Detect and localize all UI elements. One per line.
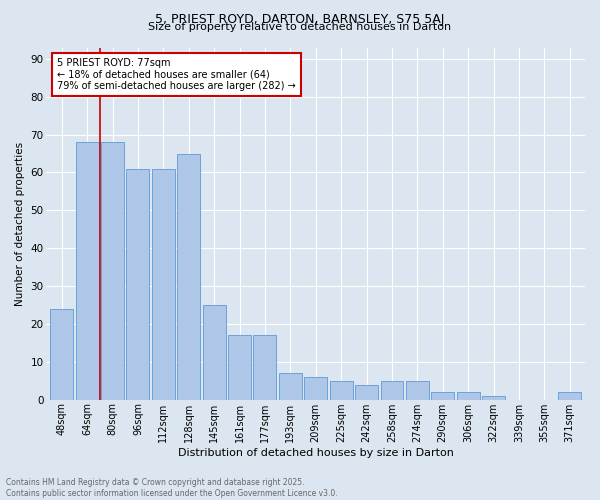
- Text: Size of property relative to detached houses in Darton: Size of property relative to detached ho…: [148, 22, 452, 32]
- Bar: [304, 377, 327, 400]
- Bar: [127, 168, 149, 400]
- Bar: [101, 142, 124, 400]
- Text: 5 PRIEST ROYD: 77sqm
← 18% of detached houses are smaller (64)
79% of semi-detac: 5 PRIEST ROYD: 77sqm ← 18% of detached h…: [57, 58, 296, 92]
- Bar: [380, 380, 403, 400]
- Bar: [228, 336, 251, 400]
- Bar: [50, 309, 73, 400]
- Bar: [76, 142, 98, 400]
- Bar: [330, 380, 353, 400]
- Bar: [355, 384, 378, 400]
- Bar: [279, 373, 302, 400]
- Bar: [177, 154, 200, 400]
- Text: 5, PRIEST ROYD, DARTON, BARNSLEY, S75 5AJ: 5, PRIEST ROYD, DARTON, BARNSLEY, S75 5A…: [155, 12, 445, 26]
- Bar: [152, 168, 175, 400]
- Bar: [482, 396, 505, 400]
- Text: Contains HM Land Registry data © Crown copyright and database right 2025.
Contai: Contains HM Land Registry data © Crown c…: [6, 478, 338, 498]
- Bar: [559, 392, 581, 400]
- Bar: [253, 336, 277, 400]
- Bar: [431, 392, 454, 400]
- Y-axis label: Number of detached properties: Number of detached properties: [15, 142, 25, 306]
- Bar: [203, 305, 226, 400]
- X-axis label: Distribution of detached houses by size in Darton: Distribution of detached houses by size …: [178, 448, 454, 458]
- Bar: [457, 392, 479, 400]
- Bar: [406, 380, 429, 400]
